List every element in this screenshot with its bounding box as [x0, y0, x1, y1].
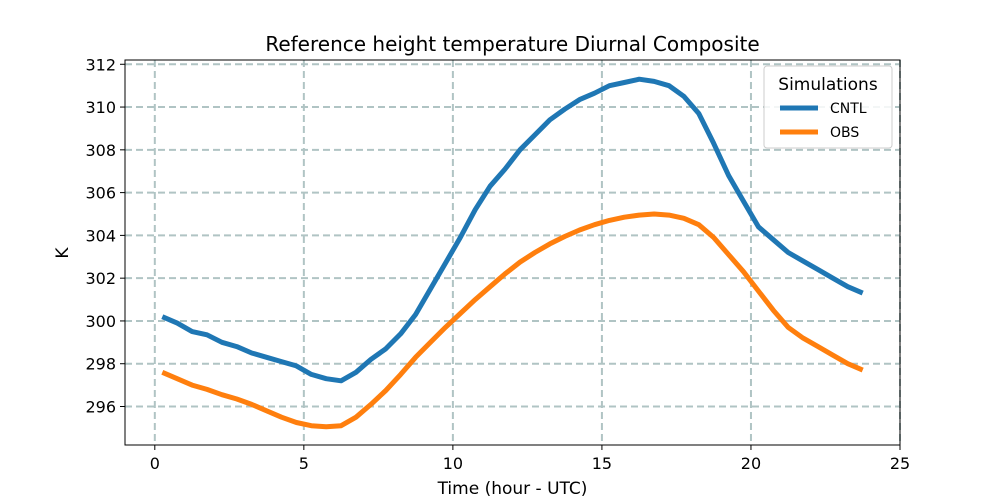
grid [125, 60, 901, 445]
x-tick-label-4: 20 [741, 454, 761, 473]
y-tick-label-8: 312 [85, 55, 116, 74]
axis-ticks: 0 5 10 15 20 25 296 298 300 302 304 306 308 310 312 [85, 55, 910, 473]
y-tick-label-0: 296 [85, 398, 116, 417]
x-tick-label-0: 0 [150, 454, 160, 473]
legend-label-obs: OBS [830, 125, 859, 141]
y-tick-label-2: 300 [85, 312, 116, 331]
y-tick-label-4: 304 [85, 226, 116, 245]
series-layer [161, 76, 864, 430]
legend-label-cntl: CNTL [830, 101, 867, 117]
y-axis-label: K [53, 247, 73, 259]
y-tick-label-6: 308 [85, 141, 116, 160]
x-tick-label-3: 15 [592, 454, 612, 473]
legend-title: Simulations [778, 75, 878, 95]
y-tick-label-7: 310 [85, 98, 116, 117]
x-axis-label: Time (hour - UTC) [437, 479, 588, 499]
x-tick-label-1: 5 [299, 454, 309, 473]
legend-box [763, 65, 893, 149]
x-tick-label-2: 10 [443, 454, 463, 473]
y-tick-label-5: 306 [85, 184, 116, 203]
y-tick-label-3: 302 [85, 269, 116, 288]
plot-area-frame [124, 59, 901, 446]
y-tick-label-1: 298 [85, 355, 116, 374]
chart-title: Reference height temperature Diurnal Com… [265, 32, 759, 56]
x-tick-label-5: 25 [890, 454, 910, 473]
series-line-cntl [161, 76, 864, 384]
legend: Simulations CNTL OBS [763, 65, 893, 149]
series-line-obs [161, 211, 864, 430]
